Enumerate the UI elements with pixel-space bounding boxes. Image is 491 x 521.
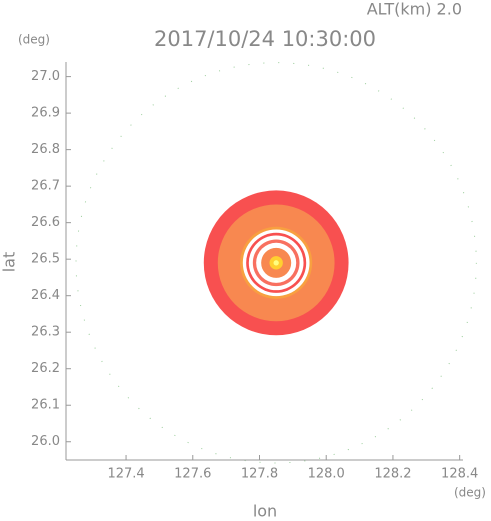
x-tick-label: 127.8: [241, 467, 278, 482]
y-tick-label: 26.1: [31, 398, 60, 413]
chart-subtitle: ALT(km) 2.0: [367, 0, 462, 19]
y-tick-label: 26.5: [31, 252, 60, 267]
y-unit: (deg): [18, 33, 50, 47]
y-tick-label: 26.8: [31, 142, 60, 157]
x-axis-label: lon: [253, 502, 277, 521]
x-tick-label: 127.4: [107, 467, 144, 482]
y-axis-label: lat: [0, 252, 19, 273]
x-tick-label: 128.0: [308, 467, 345, 482]
x-tick-label: 128.2: [374, 467, 411, 482]
x-tick-label: 128.4: [441, 467, 478, 482]
y-tick-label: 26.0: [31, 434, 60, 449]
y-tick-label: 26.9: [31, 106, 60, 121]
y-tick-label: 26.4: [31, 288, 60, 303]
x-tick-label: 127.6: [174, 467, 211, 482]
y-tick-label: 27.0: [31, 69, 60, 84]
echo-ring: [273, 260, 279, 266]
x-unit: (deg): [454, 486, 486, 500]
chart-title: 2017/10/24 10:30:00: [154, 27, 376, 51]
range-ring: [75, 62, 477, 464]
y-tick-label: 26.2: [31, 361, 60, 376]
y-tick-label: 26.3: [31, 325, 60, 340]
y-tick-label: 26.7: [31, 179, 60, 194]
y-tick-label: 26.6: [31, 215, 60, 230]
